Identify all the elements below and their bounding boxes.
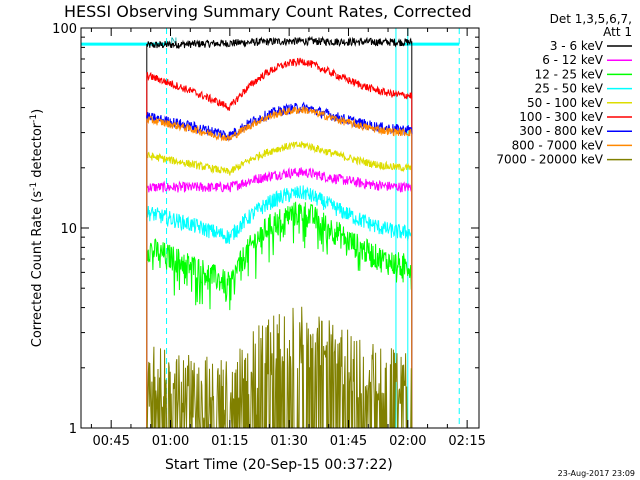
legend-label: 12 - 25 keV [535, 67, 604, 81]
y-axis-label-sup1: -1 [29, 182, 39, 191]
series-line [146, 306, 413, 429]
series-layer [146, 35, 413, 429]
legend-label: 50 - 100 keV [527, 96, 604, 110]
y-axis-label-main: Corrected Count Rate (s [30, 191, 45, 348]
legend-label: 100 - 300 keV [519, 110, 603, 124]
series-line [146, 106, 413, 428]
legend-header-line-2: Att 1 [603, 25, 632, 39]
series-line [146, 57, 413, 428]
legend-header-line-1: Det 1,3,5,6,7, [550, 12, 632, 26]
legend-label: 3 - 6 keV [550, 39, 604, 53]
y-axis-label-mid: detector [30, 122, 45, 182]
legend-label: 300 - 800 keV [519, 124, 603, 138]
x-tick-label: 01:45 [330, 434, 367, 449]
footer-timestamp: 23-Aug-2017 23:09 [558, 469, 635, 478]
legend-label: 25 - 50 keV [535, 82, 604, 96]
legend-label: 800 - 7000 keV [512, 138, 604, 152]
y-axis-label-sup2: -1 [29, 114, 39, 123]
x-tick-label: 01:30 [270, 434, 307, 449]
svg-text:Corrected Count Rate (s-1 dete: Corrected Count Rate (s-1 detector-1) [29, 109, 45, 347]
marker-label: N [171, 37, 178, 47]
marker-layer: N [81, 28, 460, 428]
series-line [146, 35, 413, 428]
legend-label: 7000 - 20000 keV [496, 153, 603, 167]
series-line [146, 166, 413, 428]
x-axis-label: Start Time (20-Sep-15 00:37:22) [165, 457, 393, 473]
x-tick-label: 01:15 [211, 434, 248, 449]
series-line [146, 185, 413, 428]
y-tick-label: 100 [52, 22, 77, 37]
x-tick-label: 02:00 [389, 434, 426, 449]
series-line [146, 201, 413, 428]
series-line [146, 141, 413, 428]
y-axis-label-end: ) [30, 109, 45, 114]
y-axis-label: Corrected Count Rate (s-1 detector-1) [29, 109, 45, 347]
chart-title: HESSI Observing Summary Count Rates, Cor… [64, 2, 472, 21]
axes-layer: 00:45 01:00 01:15 01:30 01:45 02:00 02:15 100 10… [52, 22, 486, 449]
x-tick-label: 00:45 [92, 434, 129, 449]
legend-label: 6 - 12 keV [542, 53, 604, 67]
x-tick-label: 01:00 [152, 434, 189, 449]
x-tick-label: 02:15 [448, 434, 485, 449]
y-tick-label: 1 [69, 422, 77, 437]
y-tick-label: 10 [60, 222, 77, 237]
